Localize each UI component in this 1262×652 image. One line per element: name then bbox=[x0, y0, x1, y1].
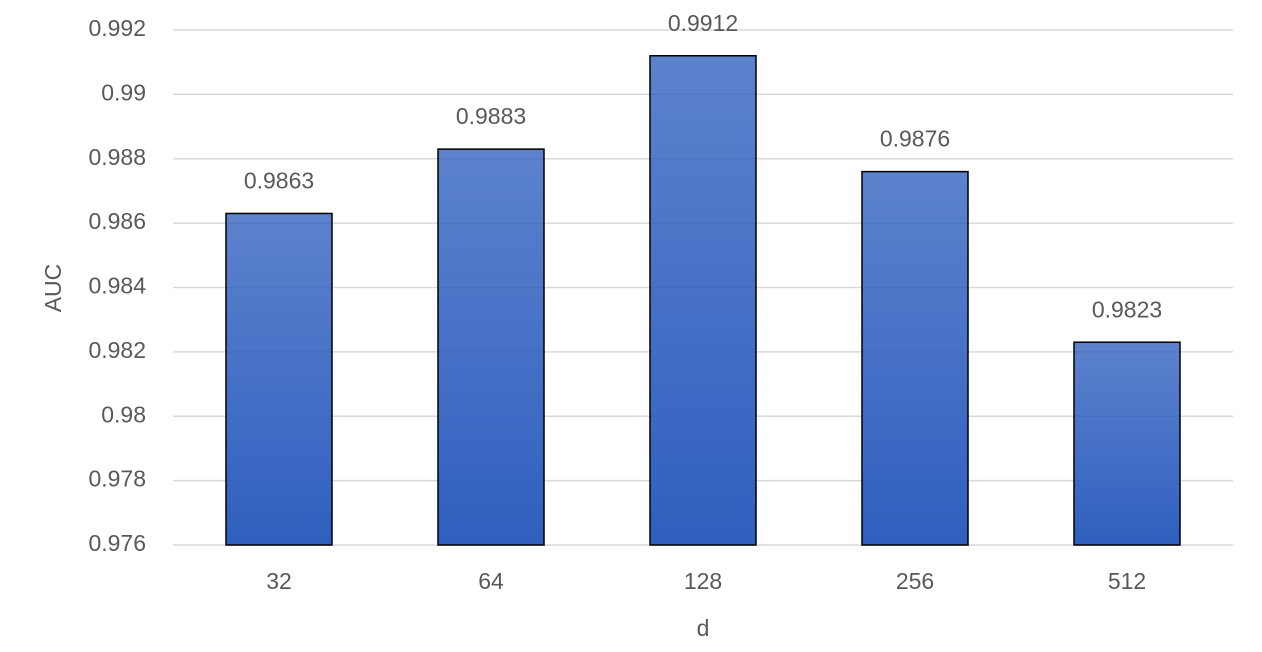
x-tick-label: 128 bbox=[684, 568, 722, 594]
y-tick-label: 0.982 bbox=[88, 337, 146, 363]
y-axis-label: AUC bbox=[40, 264, 66, 313]
bar bbox=[225, 212, 333, 546]
x-axis-label: d bbox=[697, 615, 710, 641]
bar bbox=[861, 170, 969, 546]
data-label: 0.9912 bbox=[668, 10, 738, 36]
bar bbox=[437, 148, 545, 546]
y-tick-label: 0.99 bbox=[101, 79, 146, 105]
data-label: 0.9863 bbox=[244, 168, 314, 194]
x-tick-label: 64 bbox=[478, 568, 504, 594]
bar bbox=[649, 55, 757, 546]
y-tick-label: 0.984 bbox=[88, 273, 146, 299]
x-tick-label: 32 bbox=[266, 568, 292, 594]
y-tick-label: 0.976 bbox=[88, 530, 146, 556]
x-tick-label: 256 bbox=[896, 568, 934, 594]
y-tick-label: 0.978 bbox=[88, 466, 146, 492]
y-tick-label: 0.988 bbox=[88, 144, 146, 170]
y-tick-label: 0.986 bbox=[88, 208, 146, 234]
data-label: 0.9823 bbox=[1092, 296, 1162, 322]
data-label: 0.9883 bbox=[456, 103, 526, 129]
y-tick-label: 0.98 bbox=[101, 401, 146, 427]
data-label: 0.9876 bbox=[880, 126, 950, 152]
y-tick-label: 0.992 bbox=[88, 15, 146, 41]
bar bbox=[1073, 341, 1181, 546]
x-tick-label: 512 bbox=[1108, 568, 1146, 594]
